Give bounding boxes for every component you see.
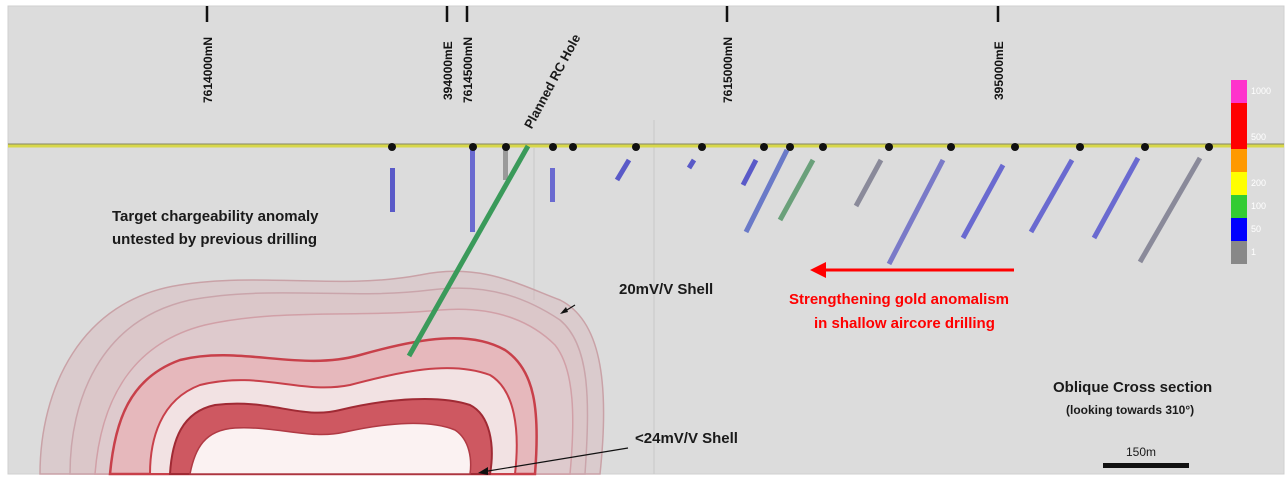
- drill-hole-trace: [503, 150, 508, 180]
- drill-hole-trace: [1028, 158, 1075, 234]
- section-title: Oblique Cross section: [1053, 379, 1213, 396]
- existing-drill-holes: [390, 148, 1203, 266]
- scale-bar: [1103, 463, 1189, 468]
- chargeability-shell-24: [108, 337, 538, 476]
- section-subtitle: (looking towards 310°): [1066, 403, 1195, 417]
- collar-markers: [388, 143, 1213, 151]
- gold-anomalism-label-line1: Strengthening gold anomalism: [789, 291, 1010, 308]
- gold-anomalism-label-line2: in shallow aircore drilling: [814, 315, 995, 332]
- drill-hole-trace: [853, 158, 884, 208]
- legend-swatch: [1231, 80, 1247, 103]
- coord-label-395000mE: 395000mE: [992, 41, 1006, 100]
- legend-swatch: [1231, 126, 1247, 149]
- legend-swatch: [1231, 241, 1247, 264]
- target-anomaly-label-line1: Target chargeability anomaly: [112, 208, 319, 225]
- legend-label: 500: [1251, 132, 1267, 142]
- legend-swatch: [1231, 195, 1247, 218]
- drill-hole-trace: [740, 158, 759, 187]
- legend-label: 200: [1251, 178, 1267, 188]
- drill-hole-trace: [686, 158, 697, 170]
- legend-swatch: [1231, 149, 1247, 172]
- drill-hole-trace: [960, 163, 1006, 240]
- legend-swatch: [1231, 172, 1247, 195]
- drill-hole-trace: [777, 158, 816, 222]
- legend-label: 50: [1251, 224, 1262, 234]
- drill-hole-trace: [550, 168, 555, 202]
- drill-hole-trace: [886, 158, 946, 266]
- scale-bar-label: 150m: [1126, 445, 1157, 459]
- legend-label: 1: [1251, 247, 1257, 257]
- drill-hole-trace: [470, 150, 475, 232]
- shell-24-label: <24mV/V Shell: [635, 430, 738, 447]
- target-anomaly-label-line2: untested by previous drilling: [112, 231, 318, 248]
- drill-hole-trace: [614, 158, 632, 182]
- drill-hole-trace: [390, 168, 395, 212]
- legend-label: 1000: [1251, 86, 1272, 96]
- coord-label-7614000mN: 7614000mN: [201, 36, 215, 103]
- drill-hole-trace: [1137, 156, 1203, 264]
- drill-hole-trace: [1091, 156, 1141, 240]
- coord-label-7614500mN: 7614500mN: [461, 36, 475, 103]
- legend-label: 100: [1251, 201, 1267, 211]
- drill-hole-trace: [743, 148, 790, 234]
- coord-label-7615000mN: 7615000mN: [721, 36, 735, 103]
- pointer-arrow-24-shell: [481, 447, 629, 473]
- legend-color-scale: [1231, 80, 1247, 264]
- planned-rc-hole-trace: [406, 144, 531, 358]
- legend-swatch: [1231, 218, 1247, 241]
- coord-label-394000mE: 394000mE: [441, 41, 455, 100]
- gold-anomalism-arrowhead: [810, 262, 826, 278]
- legend-swatch: [1231, 103, 1247, 126]
- shell-20-label: 20mV/V Shell: [619, 281, 714, 298]
